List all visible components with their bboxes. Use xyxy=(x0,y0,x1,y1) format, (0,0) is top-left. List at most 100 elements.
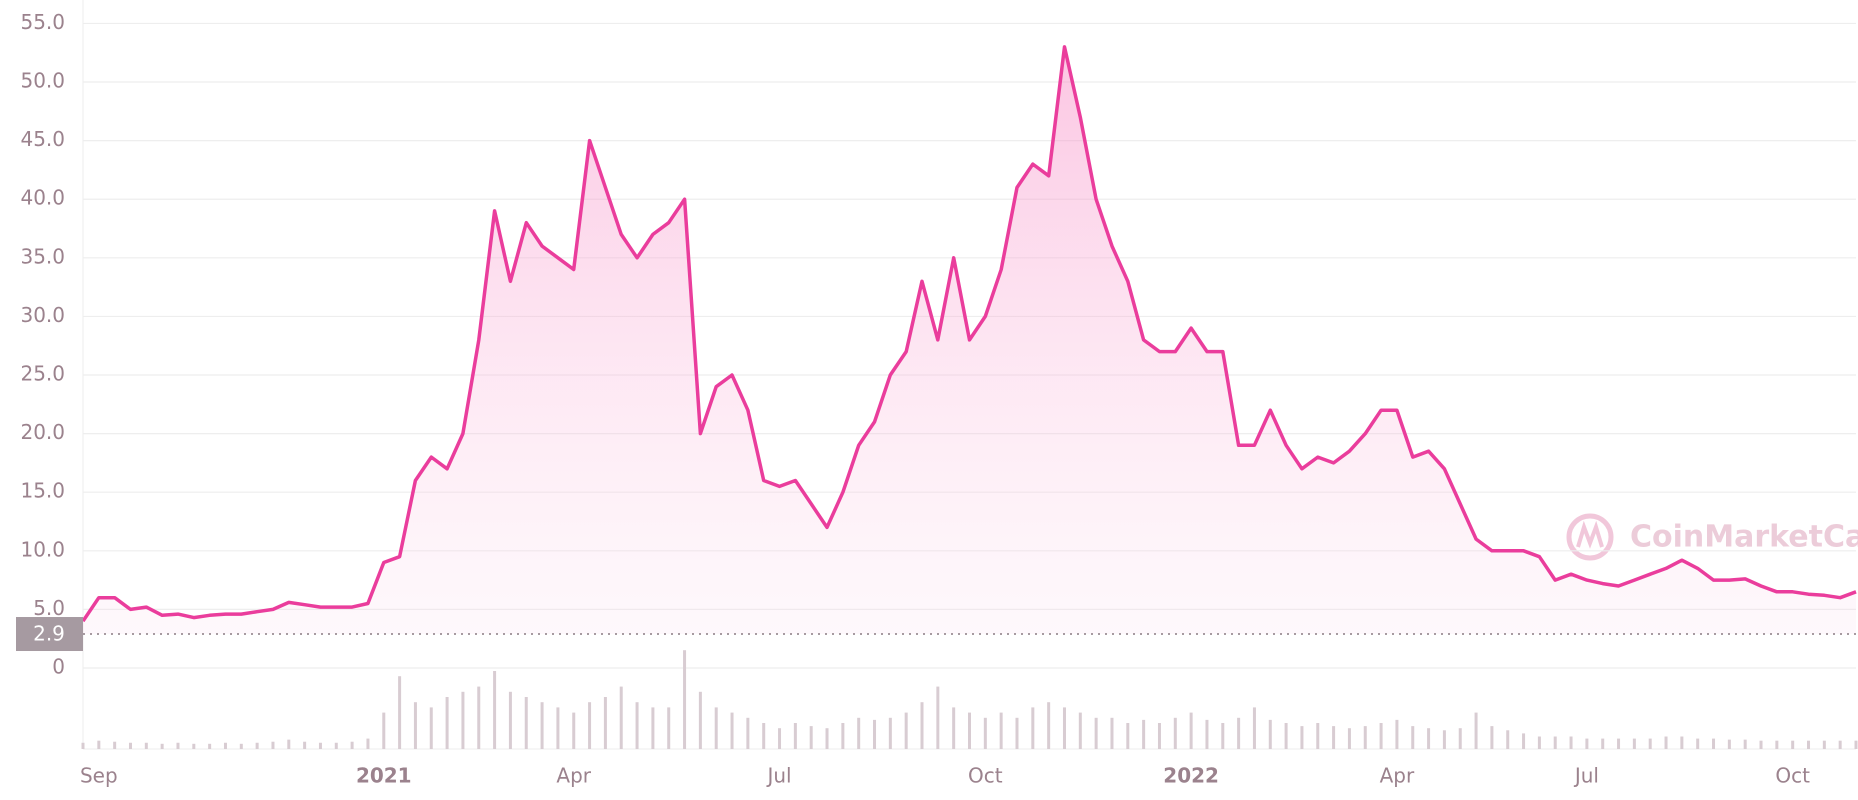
volume-bar xyxy=(1632,738,1636,749)
volume-bar xyxy=(1062,707,1066,749)
y-tick-label: 25.0 xyxy=(20,362,65,386)
volume-bar xyxy=(1743,739,1747,749)
volume-bar xyxy=(128,742,132,749)
volume-bar xyxy=(683,650,687,749)
volume-bar xyxy=(1569,736,1573,749)
volume-bar xyxy=(1664,736,1668,749)
volume-bar xyxy=(318,742,322,749)
volume-bar xyxy=(603,697,607,749)
volume-bar xyxy=(952,707,956,749)
volume-bar xyxy=(762,723,766,749)
reference-label-box xyxy=(16,617,83,652)
volume-bar xyxy=(1474,712,1478,749)
volume-bar xyxy=(841,723,845,749)
volume-bar xyxy=(619,686,623,749)
volume-bar xyxy=(1791,740,1795,749)
volume-bar xyxy=(1411,726,1415,749)
volume-bar xyxy=(1110,717,1114,749)
volume-bar xyxy=(1347,728,1351,749)
volume-bar xyxy=(1031,707,1035,749)
volume-bar xyxy=(176,742,180,749)
volume-bar xyxy=(1712,738,1716,749)
volume-bar xyxy=(888,717,892,749)
volume-bar xyxy=(1142,719,1146,749)
volume-bar xyxy=(667,707,671,749)
volume-bar xyxy=(1807,740,1811,749)
volume-bar xyxy=(477,686,481,749)
y-tick-label: 40.0 xyxy=(20,186,65,210)
y-tick-label: 20.0 xyxy=(20,420,65,444)
x-tick-label: 2021 xyxy=(356,764,412,788)
x-tick-label: Jul xyxy=(765,764,791,788)
volume-bar xyxy=(1189,712,1193,749)
volume-bar xyxy=(857,717,861,749)
volume-bar xyxy=(445,697,449,749)
volume-bar xyxy=(588,702,592,749)
volume-bar xyxy=(1537,736,1541,749)
y-tick-label: 45.0 xyxy=(20,127,65,151)
volume-bar xyxy=(1205,719,1209,749)
volume-bar xyxy=(493,671,497,749)
volume-bar xyxy=(144,742,148,749)
volume-bar xyxy=(1094,717,1098,749)
volume-bar xyxy=(1157,723,1161,749)
volume-bar xyxy=(1585,738,1589,749)
volume-bar xyxy=(429,707,433,749)
volume-bar xyxy=(1838,740,1842,749)
volume-bar xyxy=(1775,740,1779,749)
volume-bar xyxy=(635,702,639,749)
volume-bar xyxy=(825,728,829,749)
volume-bar xyxy=(1015,717,1019,749)
volume-bar xyxy=(1395,719,1399,749)
volume-bar xyxy=(651,707,655,749)
volume-bar xyxy=(698,691,702,749)
x-tick-label: 2022 xyxy=(1163,764,1219,788)
y-tick-label: 50.0 xyxy=(20,69,65,93)
volume-bar xyxy=(287,739,291,749)
volume-bar xyxy=(413,702,417,749)
y-tick-label: 0 xyxy=(52,655,65,679)
volume-bar xyxy=(1252,707,1256,749)
volume-bar xyxy=(160,743,164,749)
x-tick-label: Apr xyxy=(1380,764,1415,788)
volume-bar xyxy=(1822,740,1826,749)
volume-bar xyxy=(1379,723,1383,749)
x-tick-label: Sep xyxy=(80,764,118,788)
volume-bar xyxy=(382,712,386,749)
volume-bar xyxy=(968,712,971,749)
volume-bar xyxy=(730,712,734,749)
volume-bar xyxy=(223,742,227,749)
volume-bar xyxy=(1363,726,1367,749)
volume-bar xyxy=(1442,730,1446,749)
volume-bar xyxy=(1173,717,1177,749)
volume-bar xyxy=(1680,736,1684,749)
volume-bar xyxy=(1078,712,1082,749)
volume-bar xyxy=(1237,717,1241,749)
price-line xyxy=(81,45,1857,623)
volume-bar xyxy=(904,712,908,749)
volume-bar xyxy=(540,702,544,749)
volume-bar xyxy=(334,742,338,749)
volume-bar xyxy=(1727,739,1731,749)
volume-bar xyxy=(809,726,813,749)
volume-bar xyxy=(508,691,512,749)
volume-bar xyxy=(920,702,924,749)
volume-bar xyxy=(556,707,560,749)
volume-bar xyxy=(1617,738,1621,749)
volume-bar xyxy=(81,742,85,749)
volume-bar xyxy=(1854,740,1858,749)
y-tick-label: 30.0 xyxy=(20,303,65,327)
watermark: CoinMarketCap xyxy=(1630,520,1858,555)
volume-bar xyxy=(1047,702,1051,749)
x-tick-label: Oct xyxy=(1775,764,1810,788)
volume-bar xyxy=(1300,726,1304,749)
volume-bar xyxy=(192,743,196,749)
watermark-logo xyxy=(1566,513,1614,561)
volume-bar xyxy=(398,676,402,749)
volume-bar xyxy=(999,712,1003,749)
volume-bar xyxy=(255,742,259,749)
y-tick-label: 35.0 xyxy=(20,244,65,268)
volume-bar xyxy=(714,707,718,749)
